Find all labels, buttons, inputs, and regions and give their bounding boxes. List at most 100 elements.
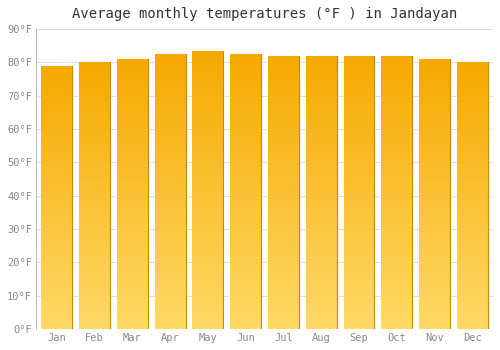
Bar <box>457 121 488 124</box>
Bar <box>192 295 224 298</box>
Bar <box>79 126 110 129</box>
Bar <box>117 240 148 243</box>
Bar <box>382 130 412 132</box>
Bar <box>419 173 450 175</box>
Bar <box>79 164 110 166</box>
Bar <box>42 255 72 258</box>
Bar <box>419 67 450 70</box>
Bar <box>344 116 374 119</box>
Bar <box>230 159 261 161</box>
Bar <box>382 282 412 285</box>
Bar <box>230 241 261 244</box>
Bar <box>79 214 110 217</box>
Bar <box>344 219 374 222</box>
Bar <box>42 192 72 195</box>
Bar <box>419 199 450 202</box>
Bar <box>268 203 299 206</box>
Bar <box>268 97 299 99</box>
Bar <box>306 261 336 263</box>
Bar <box>268 198 299 201</box>
Bar <box>306 58 336 61</box>
Bar <box>457 262 488 265</box>
Bar <box>42 105 72 108</box>
Bar <box>117 253 148 256</box>
Bar <box>344 56 374 58</box>
Bar <box>230 290 261 293</box>
Bar <box>230 153 261 156</box>
Bar <box>306 190 336 192</box>
Bar <box>79 76 110 78</box>
Bar <box>344 187 374 190</box>
Bar <box>306 135 336 138</box>
Bar <box>154 293 186 296</box>
Bar <box>117 94 148 97</box>
Bar <box>382 192 412 195</box>
Bar <box>154 142 186 145</box>
Bar <box>419 251 450 253</box>
Bar <box>154 310 186 313</box>
Bar <box>268 222 299 225</box>
Bar <box>192 298 224 301</box>
Bar <box>192 315 224 318</box>
Bar <box>457 156 488 158</box>
Bar <box>79 230 110 233</box>
Bar <box>154 134 186 136</box>
Bar <box>117 99 148 102</box>
Bar <box>457 222 488 225</box>
Bar <box>117 86 148 89</box>
Bar <box>230 249 261 252</box>
Bar <box>230 126 261 128</box>
Bar <box>79 150 110 153</box>
Bar <box>192 104 224 106</box>
Bar <box>117 70 148 72</box>
Bar <box>117 229 148 232</box>
Bar <box>344 252 374 255</box>
Bar <box>382 56 412 58</box>
Bar <box>192 285 224 287</box>
Bar <box>154 60 186 62</box>
Bar <box>192 251 224 254</box>
Bar <box>117 151 148 154</box>
Bar <box>154 241 186 244</box>
Bar <box>344 290 374 293</box>
Bar <box>344 266 374 269</box>
Bar <box>268 277 299 280</box>
Bar <box>419 326 450 329</box>
Bar <box>117 72 148 75</box>
Bar <box>419 229 450 232</box>
Bar <box>419 280 450 283</box>
Bar <box>230 128 261 131</box>
Bar <box>306 269 336 272</box>
Bar <box>419 89 450 91</box>
Bar <box>192 257 224 259</box>
Bar <box>117 302 148 304</box>
Bar <box>306 184 336 187</box>
Bar <box>457 217 488 219</box>
Bar <box>419 83 450 86</box>
Bar <box>457 209 488 212</box>
Bar <box>230 323 261 326</box>
Bar <box>306 236 336 239</box>
Bar <box>306 201 336 203</box>
Bar <box>230 136 261 139</box>
Bar <box>306 97 336 99</box>
Bar <box>344 113 374 116</box>
Bar <box>154 159 186 161</box>
Bar <box>268 69 299 72</box>
Bar <box>457 318 488 321</box>
Bar <box>457 164 488 166</box>
Bar <box>268 124 299 127</box>
Bar <box>268 176 299 178</box>
Bar <box>79 84 110 86</box>
Bar <box>117 110 148 113</box>
Bar <box>382 315 412 318</box>
Bar <box>230 191 261 194</box>
Bar <box>457 86 488 89</box>
Bar <box>42 279 72 281</box>
Bar <box>192 240 224 243</box>
Bar <box>192 112 224 115</box>
Bar <box>192 162 224 165</box>
Bar <box>419 288 450 291</box>
Bar <box>382 203 412 206</box>
Bar <box>42 137 72 139</box>
